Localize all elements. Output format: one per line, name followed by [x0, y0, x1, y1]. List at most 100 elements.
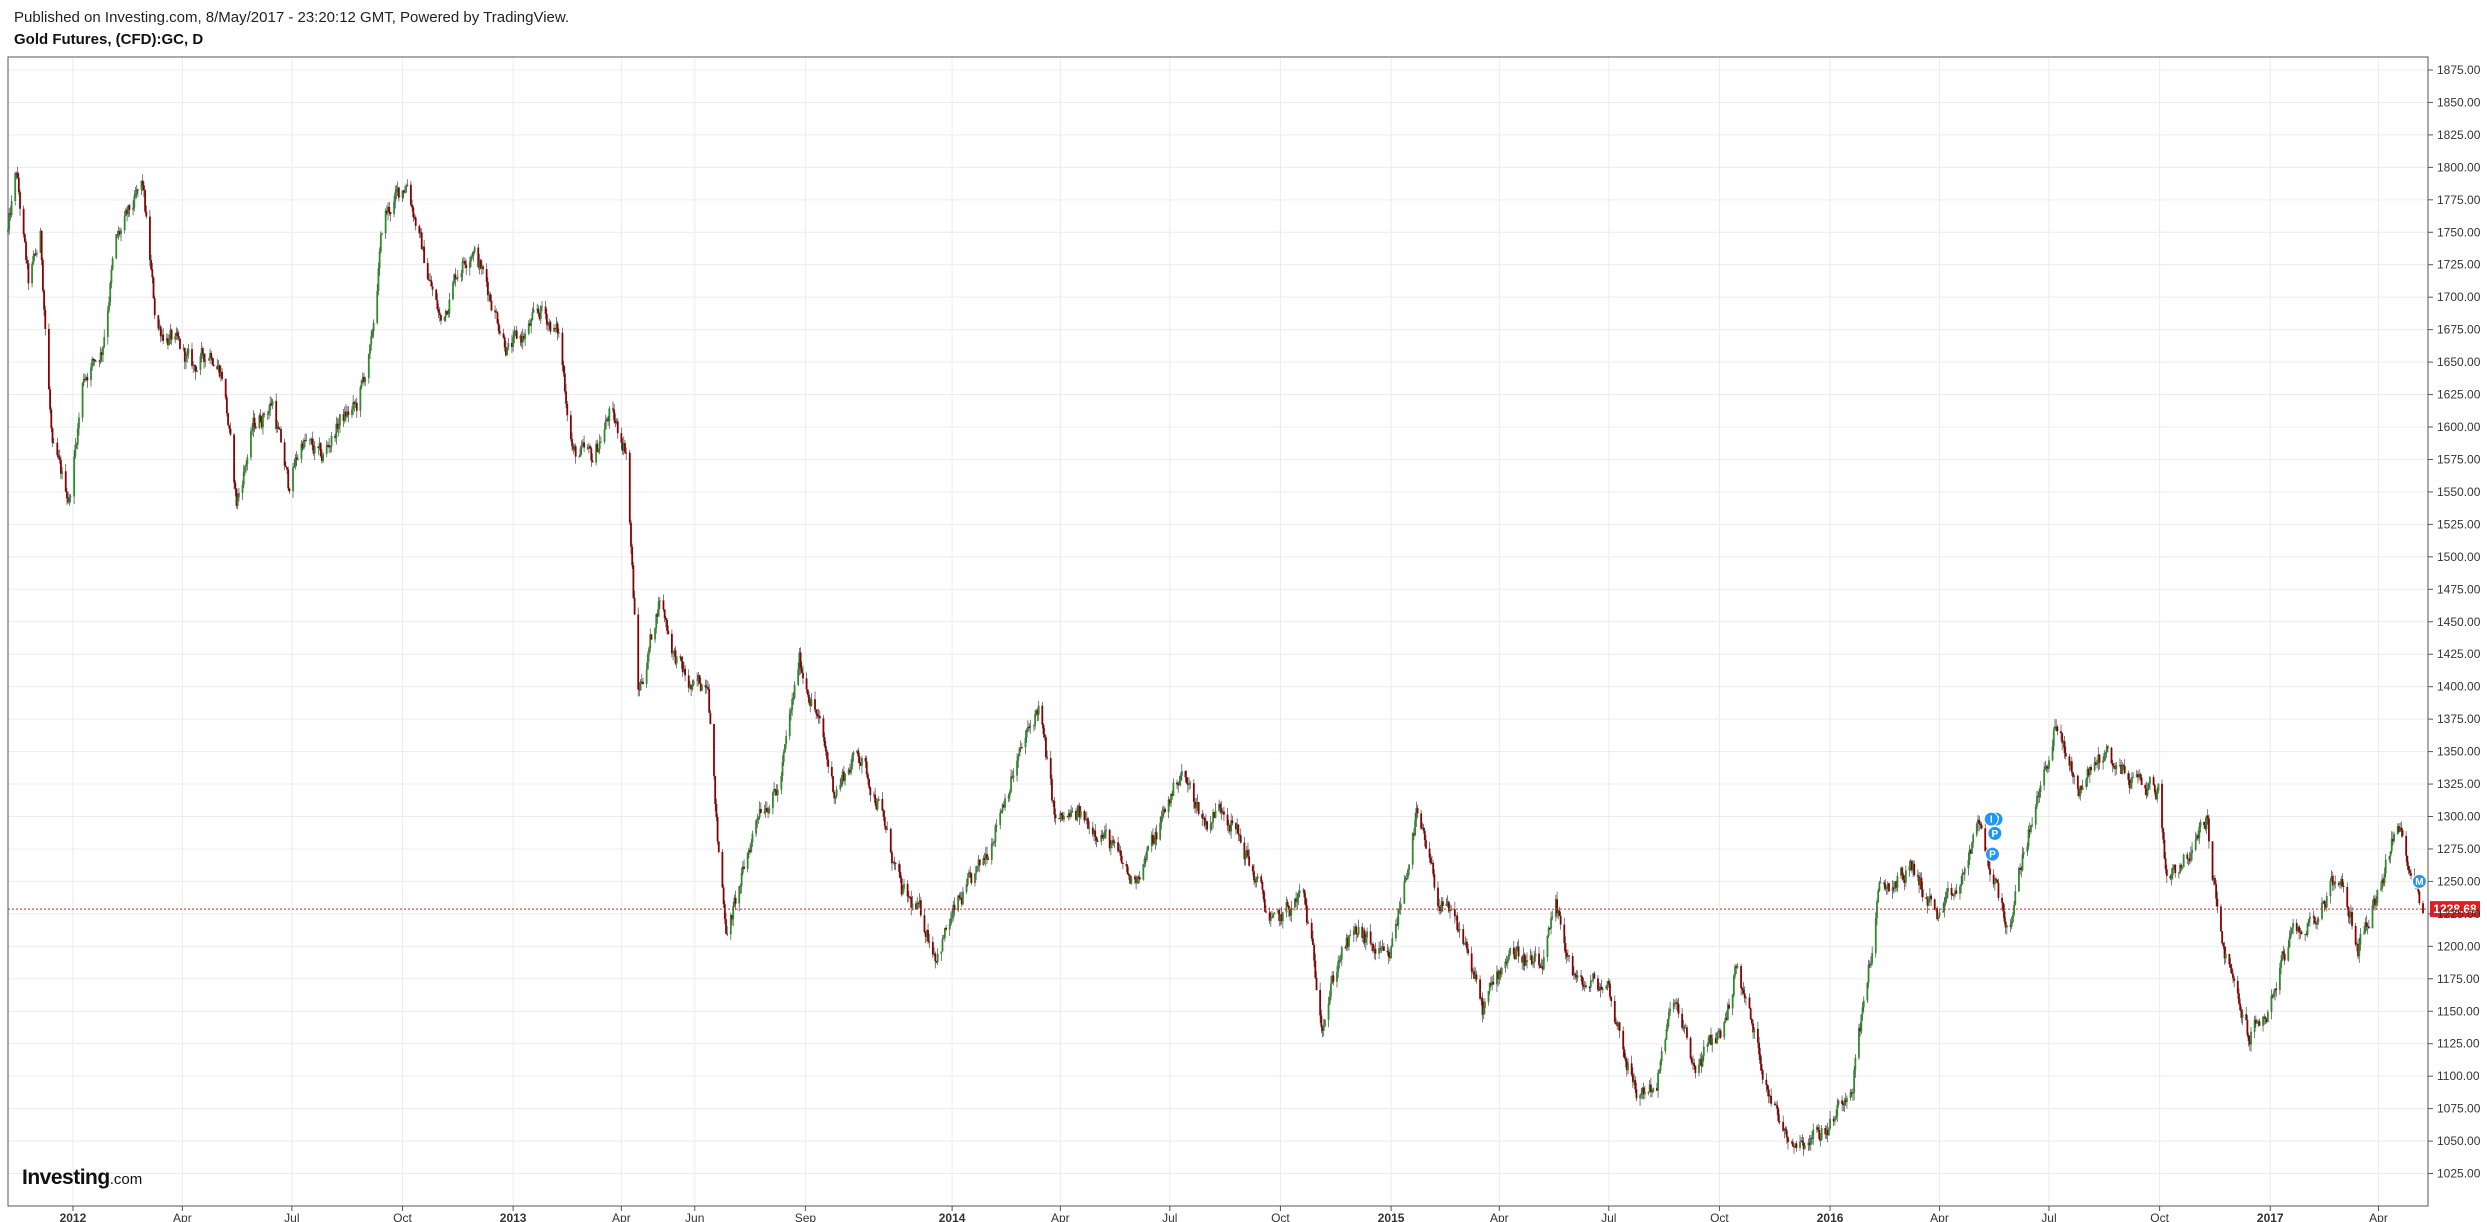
candle-body [2322, 901, 2325, 903]
candle-body [1293, 898, 1296, 908]
candle-body [1366, 931, 1368, 938]
candle-body [1668, 1011, 1670, 1020]
candle-body [2187, 858, 2190, 860]
event-marker[interactable] [1984, 846, 2000, 862]
candle-body [2228, 953, 2231, 965]
candle-body [1184, 771, 1187, 778]
candle-body [1643, 1092, 1646, 1095]
candle-body [1247, 850, 1249, 857]
candle-body [2254, 1019, 2257, 1024]
candle-body [873, 794, 875, 796]
candle-body [1425, 840, 1427, 849]
candle-body [199, 356, 202, 371]
candle-body [1692, 1062, 1694, 1064]
candle-body [134, 193, 137, 197]
candle-body [732, 905, 735, 920]
candle-body [1414, 819, 1417, 836]
candle-body [1802, 1142, 1805, 1149]
candle-body [379, 234, 382, 252]
candle-body [50, 409, 53, 429]
candle-body [1980, 824, 1983, 829]
candle-body [505, 347, 507, 356]
candle-body [692, 680, 695, 685]
candle-body [301, 443, 304, 449]
candle-body [1223, 811, 1225, 815]
x-tick-label: Jun [685, 1211, 704, 1222]
candle-body [1272, 914, 1275, 918]
candle-body [1625, 1060, 1628, 1071]
y-tick-label: 1875.00 [2437, 63, 2481, 77]
x-tick-label: 2013 [500, 1211, 527, 1222]
candle-body [263, 413, 266, 415]
candle-body [1087, 818, 1089, 829]
candle-body [1162, 808, 1165, 815]
candle-body [152, 277, 155, 299]
candle-body [465, 264, 468, 268]
candle-body [1002, 804, 1005, 808]
candle-body [1593, 973, 1596, 979]
candle-body [675, 656, 678, 664]
candle-body [1766, 1084, 1769, 1090]
event-marker[interactable] [1983, 811, 1999, 827]
price-axis[interactable]: 1025.001050.001075.001100.001125.001150.… [2428, 63, 2481, 1181]
candle-body [507, 342, 510, 348]
candle-body [1870, 962, 1872, 966]
candle-body [2078, 789, 2080, 797]
candle-body [2354, 925, 2357, 945]
candle-body [1837, 1100, 1840, 1105]
candle-body [2357, 943, 2359, 957]
candle-body [924, 932, 927, 937]
candle-body [262, 413, 264, 428]
candle-body [1497, 971, 1500, 980]
candle-body [1213, 812, 1216, 818]
candle-body [1765, 1079, 1768, 1085]
candle-body [1706, 1044, 1709, 1047]
candle-body [1515, 949, 1518, 960]
candle-body [2406, 855, 2409, 866]
candle-body [363, 376, 365, 383]
candle-body [2073, 775, 2076, 778]
x-tick-label: Oct [1710, 1211, 1729, 1222]
candle-body [1975, 823, 1978, 835]
candle-body [842, 771, 845, 781]
candle-body [1450, 909, 1453, 911]
candle-body [1723, 1021, 1726, 1038]
candle-body [1829, 1118, 1831, 1129]
candle-body [817, 715, 820, 717]
candle-body [2152, 777, 2155, 785]
candle-body [1298, 890, 1301, 894]
candle-body [1962, 873, 1965, 875]
candle-body [531, 312, 534, 321]
candle-body [1236, 824, 1239, 830]
candle-body [768, 808, 771, 813]
candle-body [161, 334, 163, 337]
candle-body [204, 360, 207, 363]
last-price-line: 1228.68 [8, 901, 2480, 918]
candle-body [2055, 726, 2058, 728]
event-marker[interactable] [2411, 873, 2427, 889]
candle-body [245, 464, 248, 467]
candle-body [1467, 948, 1469, 954]
candle-body [183, 348, 186, 362]
candle-body [14, 173, 17, 201]
candle-body [284, 465, 287, 468]
candle-body [2238, 993, 2240, 1004]
candle-body [49, 389, 51, 410]
candle-body [2258, 1021, 2261, 1026]
candle-body [1607, 981, 1610, 984]
event-marker[interactable] [1987, 825, 2003, 841]
time-axis[interactable]: 2012 Apr Jul Oct 2013 Apr Jun Sep 2014 Apr Jul Oct 2… [60, 1206, 2388, 1222]
candle-body [948, 924, 951, 930]
candle-body [165, 338, 168, 341]
candle-body [1748, 997, 1751, 1009]
candle-body [268, 410, 270, 415]
candle-body [1978, 819, 1981, 824]
candle-body [1255, 878, 1258, 883]
candle-body [2229, 964, 2232, 969]
candle-body [1239, 835, 1242, 843]
event-markers[interactable]: PPPIPM [1983, 811, 2427, 889]
candle-body [810, 699, 813, 706]
candle-body [1582, 984, 1585, 987]
candle-body [2422, 903, 2424, 914]
